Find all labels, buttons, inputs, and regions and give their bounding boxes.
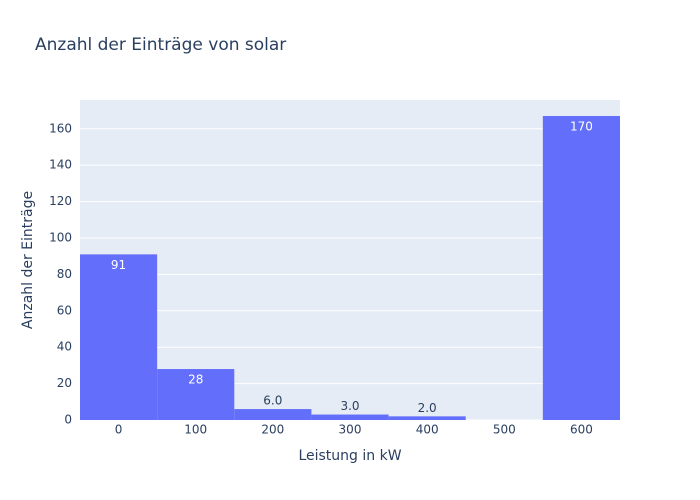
x-tick-label: 600 (570, 423, 593, 437)
y-tick-label: 160 (49, 121, 72, 135)
y-tick-label: 140 (49, 158, 72, 172)
chart-title: Anzahl der Einträge von solar (35, 35, 286, 55)
bar (542, 116, 620, 421)
bar (157, 369, 235, 420)
x-axis-title: Leistung in kW (298, 448, 401, 464)
data-label: 3.0 (340, 399, 359, 413)
y-tick-label: 100 (49, 230, 72, 244)
y-tick-label: 60 (57, 303, 72, 317)
bar (311, 414, 389, 420)
x-tick-label: 500 (493, 423, 516, 437)
data-label: 170 (570, 120, 593, 134)
y-tick-label: 20 (57, 376, 72, 390)
x-tick-label: 0 (115, 423, 123, 437)
x-tick-label: 400 (416, 423, 439, 437)
data-label: 6.0 (263, 394, 282, 408)
bar (80, 254, 158, 420)
y-tick-label: 120 (49, 194, 72, 208)
x-tick-label: 100 (184, 423, 207, 437)
plot-area (80, 100, 620, 420)
y-tick-label: 40 (57, 340, 72, 354)
y-tick-label: 80 (57, 267, 72, 281)
bar (388, 416, 466, 420)
bars: 91 28 6.0 3.0 2.0 170 (80, 116, 620, 421)
data-label: 91 (111, 258, 126, 272)
y-tick-label: 0 (64, 413, 72, 427)
y-axis-title: Anzahl der Einträge (20, 191, 36, 329)
data-label: 2.0 (418, 401, 437, 415)
data-label: 28 (188, 373, 203, 387)
bar (234, 409, 312, 420)
x-tick-label: 200 (261, 423, 284, 437)
x-tick-label: 300 (339, 423, 362, 437)
